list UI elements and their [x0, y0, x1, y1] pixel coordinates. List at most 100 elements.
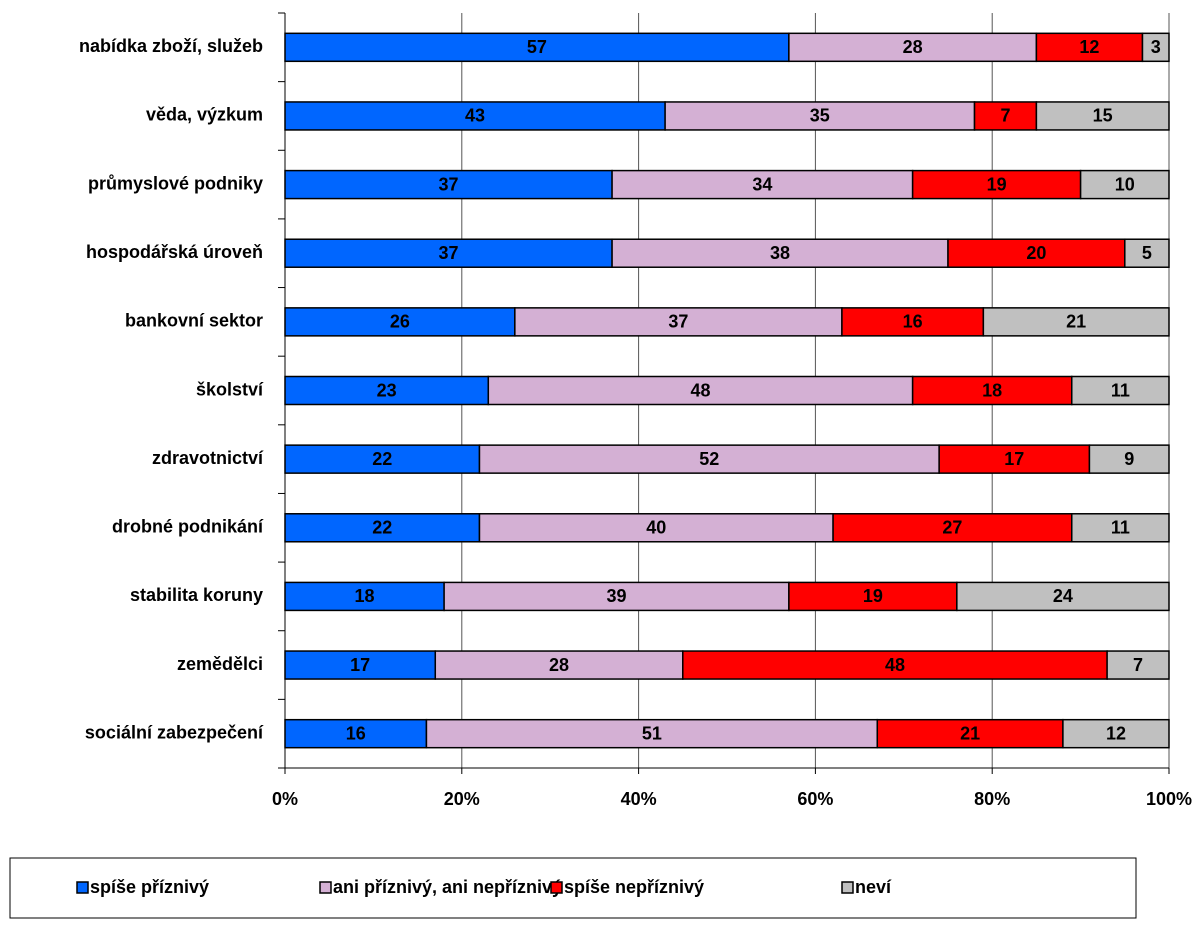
y-tick-label: bankovní sektor: [125, 311, 263, 331]
x-tick-label: 100%: [1146, 789, 1192, 809]
y-tick-label: zemědělci: [177, 654, 263, 674]
data-label: 28: [903, 37, 923, 57]
bar-segment: [284, 513, 481, 543]
data-label: 11: [1111, 380, 1130, 400]
bar-segment: [284, 718, 428, 749]
bar-segment: [1071, 375, 1170, 406]
data-label: 10: [1115, 174, 1135, 194]
y-tick-label: věda, výzkum: [146, 105, 263, 125]
bar-segment: [443, 581, 790, 612]
data-label: 11: [1111, 518, 1130, 538]
data-label: 15: [1093, 106, 1113, 126]
data-label: 37: [668, 312, 688, 332]
bar-segment: [284, 581, 445, 612]
data-label: 5: [1142, 243, 1152, 263]
y-tick-label: drobné podnikání: [112, 517, 264, 537]
bar-segment: [425, 718, 879, 749]
bar-segment: [982, 307, 1170, 337]
data-label: 34: [752, 174, 772, 194]
bar-segment: [947, 238, 1126, 268]
bar-segment: [487, 375, 914, 406]
bar-segment: [938, 444, 1091, 474]
bar-segment: [682, 650, 1108, 680]
data-label: 38: [770, 243, 790, 263]
bar-segment: [611, 238, 949, 268]
data-label: 22: [372, 449, 392, 469]
legend-label: spíše příznivý: [90, 877, 209, 897]
bar-segment: [1062, 718, 1170, 749]
y-tick-label: zdravotnictví: [152, 448, 264, 468]
data-label: 37: [439, 174, 459, 194]
data-label: 12: [1106, 723, 1126, 743]
x-tick-label: 20%: [444, 789, 480, 809]
bar-segment: [956, 581, 1170, 612]
data-label: 35: [810, 106, 830, 126]
data-label: 16: [346, 723, 366, 743]
bar-segment: [973, 101, 1038, 131]
data-label: 23: [377, 380, 397, 400]
legend-swatch: [841, 881, 854, 894]
bar-segment: [478, 513, 834, 543]
legend-box: [9, 857, 1137, 919]
legend-swatch: [319, 881, 332, 894]
bar-segment: [284, 32, 790, 63]
data-label: 27: [942, 518, 962, 538]
data-label: 40: [646, 518, 666, 538]
bar-segment: [284, 238, 613, 268]
bar-segment: [434, 650, 684, 680]
y-tick-label: nabídka zboží, služeb: [79, 36, 263, 56]
x-tick-label: 0%: [272, 789, 298, 809]
data-label: 12: [1079, 37, 1099, 57]
data-label: 52: [699, 449, 719, 469]
bar-segment: [1106, 650, 1170, 680]
bar-segment: [1124, 238, 1170, 268]
bar-segment: [1035, 32, 1144, 63]
data-label: 57: [527, 37, 547, 57]
bar-segment: [876, 718, 1064, 749]
data-label: 48: [885, 655, 905, 675]
legend-label: spíše nepříznivý: [564, 877, 704, 897]
bar-segment: [1079, 169, 1170, 200]
x-tick-label: 80%: [974, 789, 1010, 809]
data-label: 26: [390, 312, 410, 332]
data-label: 43: [465, 106, 485, 126]
data-label: 7: [1000, 106, 1010, 126]
data-label: 17: [1004, 449, 1024, 469]
bar-segment: [788, 32, 1038, 63]
legend-label: ani příznivý, ani nepříznivý: [333, 877, 562, 897]
data-label: 19: [863, 586, 883, 606]
data-label: 7: [1133, 655, 1143, 675]
bar-segment: [788, 581, 958, 612]
data-label: 18: [982, 380, 1002, 400]
data-label: 22: [372, 518, 392, 538]
legend-label: neví: [855, 877, 892, 897]
x-tick-label: 60%: [797, 789, 833, 809]
bar-segment: [1035, 101, 1170, 131]
bar-segment: [284, 375, 490, 406]
bar-segment: [284, 101, 666, 131]
data-label: 51: [642, 723, 662, 743]
data-label: 39: [606, 586, 626, 606]
bar-segment: [832, 513, 1073, 543]
bar-segment: [1141, 32, 1170, 63]
bar-segment: [611, 169, 914, 200]
data-label: 28: [549, 655, 569, 675]
legend-swatch: [76, 881, 89, 894]
data-label: 48: [690, 380, 710, 400]
y-tick-label: stabilita koruny: [130, 585, 263, 605]
data-label: 19: [987, 174, 1007, 194]
bar-segment: [1088, 444, 1170, 474]
data-label: 20: [1026, 243, 1046, 263]
legend-swatch: [550, 881, 563, 894]
bar-segment: [284, 169, 613, 200]
y-tick-label: školství: [196, 379, 264, 399]
data-label: 21: [960, 723, 980, 743]
y-tick-label: sociální zabezpečení: [85, 722, 264, 742]
data-label: 37: [439, 243, 459, 263]
data-label: 24: [1053, 586, 1073, 606]
y-tick-label: průmyslové podniky: [88, 173, 263, 193]
bar-segment: [664, 101, 976, 131]
data-label: 3: [1151, 37, 1161, 57]
data-label: 21: [1066, 312, 1086, 332]
